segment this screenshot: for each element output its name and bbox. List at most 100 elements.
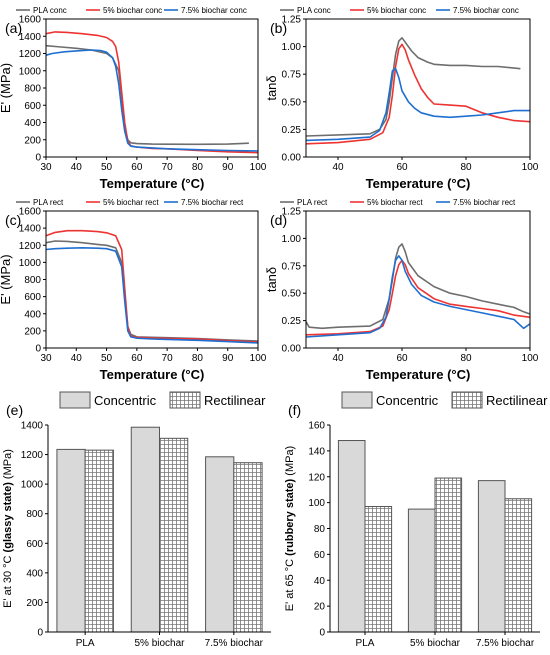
plot-frame xyxy=(45,18,259,158)
legend-entry: 5% biochar rect xyxy=(103,198,159,207)
y-axis-label: tanδ xyxy=(264,267,279,292)
y-tick-label: 20 xyxy=(314,602,326,613)
x-tick-label: 60 xyxy=(131,353,143,364)
y-axis-label-state: (glassy state) xyxy=(2,482,14,553)
y-axis-label: E' at 65 °C (rubbery state) (MPa) xyxy=(284,446,296,611)
bar-concentric xyxy=(337,440,366,633)
x-tick-label: 60 xyxy=(396,353,408,364)
x-tick-label: 50 xyxy=(101,162,113,173)
bar-rectilinear xyxy=(434,477,463,633)
x-tick-label: 100 xyxy=(522,353,539,364)
y-axis-label: E' (MPa) xyxy=(0,63,13,113)
bar-concentric xyxy=(407,508,436,633)
y-tick-label: 1000 xyxy=(19,258,42,269)
category-label: 7.5% biochar xyxy=(476,638,535,649)
y-tick-label: 0.75 xyxy=(282,70,302,81)
y-tick-label: 0.25 xyxy=(282,316,302,327)
series-line-3 xyxy=(305,67,530,142)
x-tick-label: 90 xyxy=(222,353,234,364)
y-tick-label: 200 xyxy=(24,135,41,146)
x-tick-label: 40 xyxy=(71,162,83,173)
y-axis-label-prefix: E' at 65 xyxy=(284,571,296,611)
category-label: 5% biochar xyxy=(410,638,461,649)
series-line-3 xyxy=(305,255,531,338)
y-tick-label: 600 xyxy=(24,101,41,112)
legend-swatch xyxy=(451,391,483,409)
x-axis-label: Temperature (°C) xyxy=(366,176,471,191)
y-tick-label: 0.75 xyxy=(282,261,302,272)
y-tick-label: 0 xyxy=(35,153,41,164)
legend-entry: 7.5% biochar rect xyxy=(181,198,244,207)
x-tick-label: 90 xyxy=(222,162,234,173)
x-axis-label: Temperature (°C) xyxy=(100,176,205,191)
x-tick-label: 80 xyxy=(460,162,472,173)
y-tick-label: 1600 xyxy=(19,207,42,218)
x-tick-label: 80 xyxy=(192,353,204,364)
y-tick-label: 40 xyxy=(314,576,326,587)
legend-entry: 7.5% biochar conc xyxy=(453,6,519,15)
panel-letter: (c) xyxy=(5,212,21,228)
y-tick-label: 1000 xyxy=(19,66,42,77)
legend: PLA conc 5% biochar conc 7.5% biochar conc xyxy=(16,6,247,15)
y-tick-label: 400 xyxy=(26,568,43,579)
y-tick-label: 200 xyxy=(26,598,43,609)
plot-frame xyxy=(305,18,531,158)
chart-panel-e: PLA 5% biochar 7.5% biochar 0 200 400 600 800 10… xyxy=(2,391,271,649)
legend: PLA conc 5% biochar conc 7.5% biochar conc xyxy=(280,6,519,15)
y-tick-label: 1200 xyxy=(21,450,44,461)
legend-entry: 5% biochar conc xyxy=(367,6,426,15)
legend-entry: Rectilinear xyxy=(204,393,266,408)
y-tick-label: 0.50 xyxy=(282,289,302,300)
legend-entry: PLA conc xyxy=(33,6,67,15)
series-line-3 xyxy=(45,247,259,344)
bar-rectilinear xyxy=(159,437,189,633)
y-tick-label: 1.00 xyxy=(282,42,302,53)
x-tick-label: 100 xyxy=(250,162,267,173)
legend: Concentric Rectilinear xyxy=(59,391,266,409)
y-tick-label: 800 xyxy=(24,84,41,95)
panel-letter: (b) xyxy=(270,20,287,36)
y-tick-label: 400 xyxy=(24,309,41,320)
y-tick-label: 140 xyxy=(308,446,325,457)
y-tick-label: 1400 xyxy=(19,224,42,235)
y-tick-label: 160 xyxy=(308,421,325,432)
legend: PLA rect 5% biochar rect 7.5% biochar rect xyxy=(280,198,516,207)
y-tick-label: 1400 xyxy=(19,32,42,43)
x-tick-label: 40 xyxy=(332,162,344,173)
series-line-2 xyxy=(305,259,531,336)
x-tick-label: 50 xyxy=(101,353,113,364)
category-label: 7.5% biochar xyxy=(205,638,264,649)
bar-concentric xyxy=(56,448,86,633)
x-axis-label: Temperature (°C) xyxy=(366,367,471,382)
bar-concentric xyxy=(205,456,235,633)
y-tick-label: 1.00 xyxy=(282,234,302,245)
y-tick-label: 0 xyxy=(319,628,325,639)
y-tick-label: 600 xyxy=(24,292,41,303)
y-tick-label: 200 xyxy=(24,326,41,337)
bar-rectilinear xyxy=(504,498,533,633)
y-axis-label: E' (MPa) xyxy=(0,254,13,304)
y-tick-label: 120 xyxy=(308,472,325,483)
legend-swatch xyxy=(169,391,201,409)
y-tick-label: 400 xyxy=(24,118,41,129)
legend-entry: PLA conc xyxy=(297,6,331,15)
y-axis-label-unit: °C xyxy=(2,552,14,567)
legend-entry: 5% biochar conc xyxy=(103,6,162,15)
y-tick-label: 0 xyxy=(35,344,41,355)
y-axis-label-unit: °C xyxy=(284,556,296,571)
y-tick-label: 60 xyxy=(314,550,326,561)
chart-panel-c: 30 40 50 60 70 80 90 10002004006008001000120014… xyxy=(0,198,267,382)
chart-panel-d: 40 60 80 100 0.00 0.25 0.50 0.75 1.00 1.25 Tempera… xyxy=(264,198,539,382)
y-axis-label-prefix: E' at 30 xyxy=(2,568,14,608)
bar-concentric xyxy=(477,480,506,633)
legend-entry: Concentric xyxy=(376,393,439,408)
y-tick-label: 1.25 xyxy=(282,15,302,26)
legend: PLA rect 5% biochar rect 7.5% biochar rect xyxy=(16,198,244,207)
bar-rectilinear xyxy=(364,506,393,633)
x-tick-label: 70 xyxy=(162,162,174,173)
plot-frame xyxy=(45,210,259,349)
y-tick-label: 1600 xyxy=(19,15,42,26)
bar-concentric xyxy=(130,426,160,633)
y-tick-label: 800 xyxy=(26,509,43,520)
